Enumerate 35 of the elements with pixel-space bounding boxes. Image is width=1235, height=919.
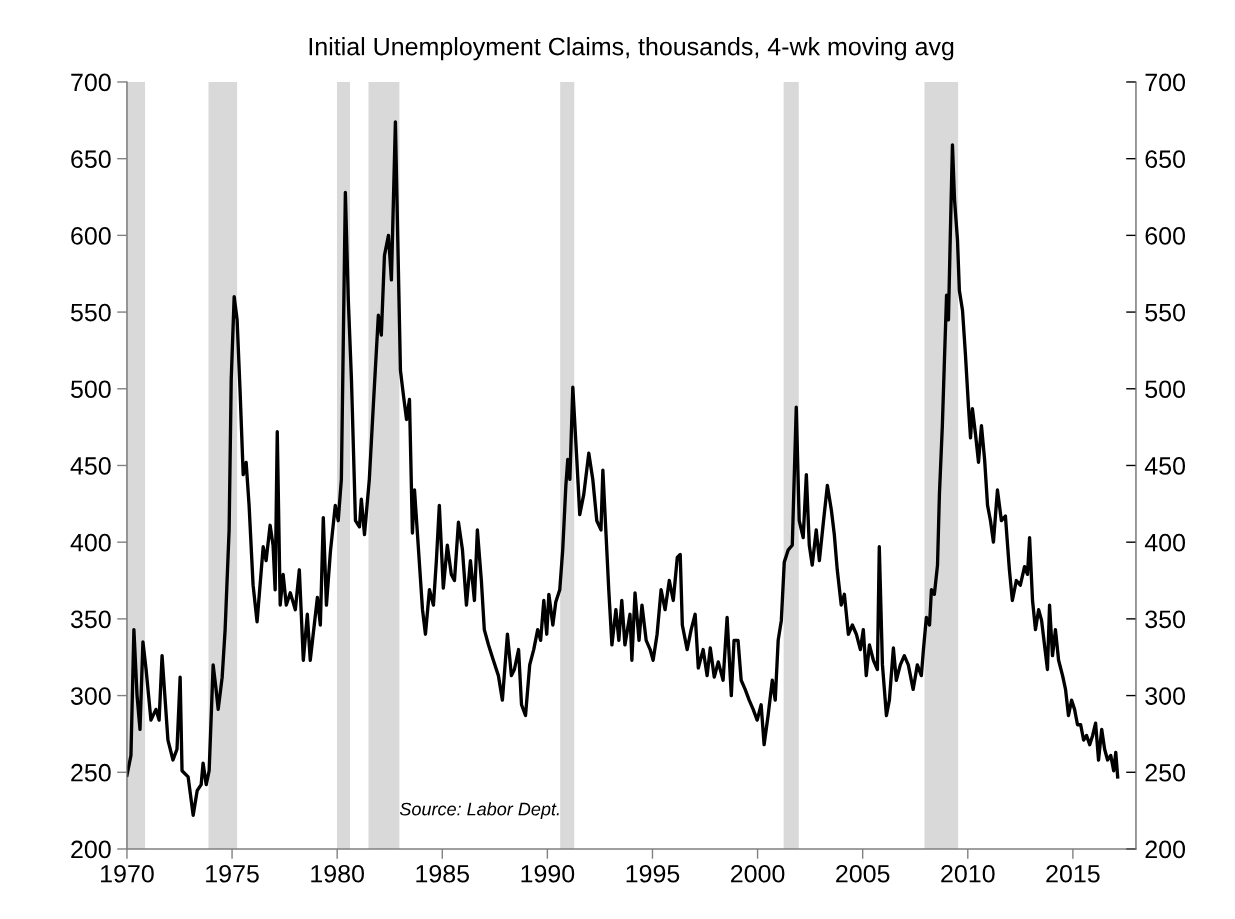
y2-tick-label: 250 [1145,763,1186,782]
x-tick-label: 1970 [101,864,154,883]
y-tick-label: 550 [70,303,111,322]
x-tick-label: 1990 [521,864,575,883]
y2-tick-label: 550 [1145,303,1186,322]
y2-tick-label: 350 [1145,610,1186,629]
y-tick-label: 650 [71,150,111,168]
y-tick-label: 500 [70,380,111,399]
y2-tick-label: 300 [1145,687,1186,705]
y2-tick-label: 500 [1145,380,1186,399]
y-tick-label: 350 [70,610,111,629]
x-tick-label: 1975 [206,864,259,883]
y-tick-label: 250 [71,763,111,782]
y2-tick-label: 700 [1145,73,1186,92]
y2-tick-label: 650 [1145,150,1186,168]
y2-tick-label: 400 [1144,533,1186,552]
y2-tick-label: 200 [1145,840,1186,859]
y2-tick-label: 600 [1145,226,1186,245]
x-tick-label: 2005 [836,864,890,883]
y-tick-label: 450 [70,457,111,475]
x-tick-label: 1995 [626,864,680,883]
x-tick-label: 2010 [941,864,995,883]
x-tick-label: 1985 [416,864,470,883]
y-tick-label: 600 [71,226,111,245]
x-tick-label: 2000 [731,864,785,883]
x-tick-label: 1980 [311,864,364,883]
x-tick-label: 2015 [1046,864,1100,883]
chart-title: Initial Unemployment Claims, thousands, 4-wk moving avg [309,37,954,61]
y-tick-label: 400 [70,533,111,552]
line-series [126,120,1120,817]
y-tick-label: 700 [71,73,111,92]
y-tick-label: 200 [71,840,111,859]
y2-tick-label: 450 [1144,457,1186,475]
y-tick-label: 300 [70,687,111,705]
annotation: Source: Labor Dept. [399,802,559,820]
